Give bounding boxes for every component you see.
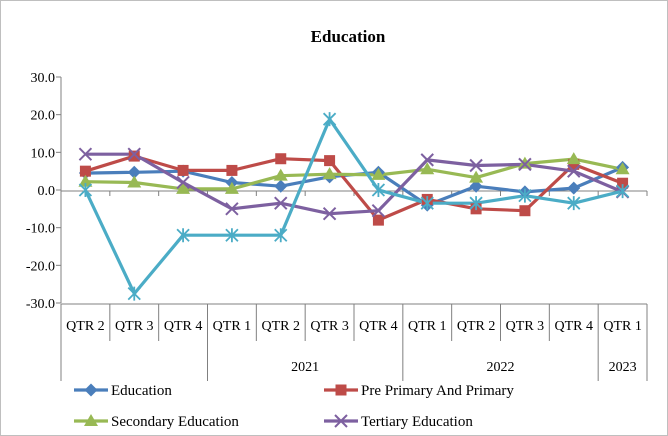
data-point — [176, 228, 190, 243]
data-point — [274, 179, 288, 193]
data-point — [127, 147, 141, 161]
data-point — [469, 158, 483, 173]
x-tick-label: QTR 4 — [359, 319, 398, 334]
data-point — [324, 155, 336, 167]
data-point — [334, 414, 348, 428]
data-point — [420, 153, 434, 167]
legend-label: Education — [111, 383, 172, 399]
data-point — [567, 196, 581, 211]
series-line — [83, 117, 623, 296]
y-tick-label: -10.0 — [26, 222, 55, 237]
data-point — [371, 183, 386, 197]
data-point — [372, 214, 384, 226]
data-point — [371, 167, 386, 180]
data-point — [273, 168, 288, 181]
x-tick-label: QTR 1 — [408, 319, 447, 334]
x-tick-label: QTR 4 — [555, 319, 594, 334]
data-point — [517, 156, 532, 169]
y-tick-label: -30.0 — [26, 297, 55, 312]
series-line — [85, 152, 624, 216]
data-point — [127, 165, 141, 179]
y-tick-label: 10.0 — [31, 146, 56, 161]
data-point — [615, 184, 630, 199]
data-point — [469, 170, 484, 183]
data-point — [469, 179, 483, 193]
x-tick-label: QTR 1 — [213, 319, 252, 334]
data-point — [274, 196, 288, 210]
data-point — [78, 183, 93, 197]
data-point — [79, 165, 91, 177]
data-point — [615, 162, 630, 175]
year-label: 2022 — [487, 360, 515, 375]
data-point — [322, 207, 337, 221]
y-tick-label: 30.0 — [31, 71, 56, 86]
x-tick-label: QTR 2 — [262, 319, 301, 334]
data-point — [567, 181, 581, 195]
data-point — [322, 167, 337, 180]
series-line — [84, 154, 624, 222]
year-label: 2021 — [291, 360, 319, 375]
data-point — [78, 147, 93, 161]
data-point — [127, 286, 141, 301]
data-point — [274, 228, 288, 243]
x-tick-label: QTR 3 — [506, 319, 545, 334]
data-point — [224, 181, 239, 194]
data-point — [568, 158, 580, 170]
series-line — [85, 157, 623, 191]
legend-label: Tertiary Education — [361, 414, 473, 430]
x-tick-label: QTR 4 — [164, 319, 203, 334]
x-tick-label: QTR 3 — [310, 319, 349, 334]
data-point — [518, 188, 532, 203]
data-point — [225, 202, 239, 216]
data-point — [518, 157, 532, 172]
data-point — [566, 152, 581, 165]
legend-label: Pre Primary And Primary — [361, 383, 514, 399]
x-tick-label: QTR 3 — [115, 319, 154, 334]
y-tick-label: 20.0 — [31, 109, 56, 124]
data-point — [371, 204, 386, 218]
year-label: 2023 — [609, 360, 637, 375]
legend-label: Secondary Education — [111, 414, 239, 430]
data-point — [78, 174, 93, 187]
y-tick-label: 0.0 — [38, 184, 56, 199]
data-point — [275, 153, 287, 165]
data-point — [226, 164, 238, 176]
data-point — [420, 196, 434, 211]
data-point — [177, 164, 189, 176]
data-point — [127, 175, 142, 188]
y-tick-label: -20.0 — [26, 259, 55, 274]
data-point — [322, 112, 337, 127]
data-point — [567, 164, 581, 178]
data-point — [176, 175, 190, 190]
data-point — [420, 162, 435, 175]
data-point — [335, 384, 347, 396]
data-point — [469, 196, 483, 211]
data-point — [176, 181, 191, 194]
data-point — [617, 177, 629, 189]
data-point — [128, 150, 140, 162]
x-tick-label: QTR 2 — [66, 319, 105, 334]
data-point — [84, 414, 98, 426]
data-point — [519, 205, 531, 217]
x-tick-label: QTR 2 — [457, 319, 496, 334]
data-point — [225, 228, 239, 243]
chart-title: Education — [311, 27, 386, 46]
data-point — [84, 383, 98, 397]
x-tick-label: QTR 1 — [603, 319, 642, 334]
